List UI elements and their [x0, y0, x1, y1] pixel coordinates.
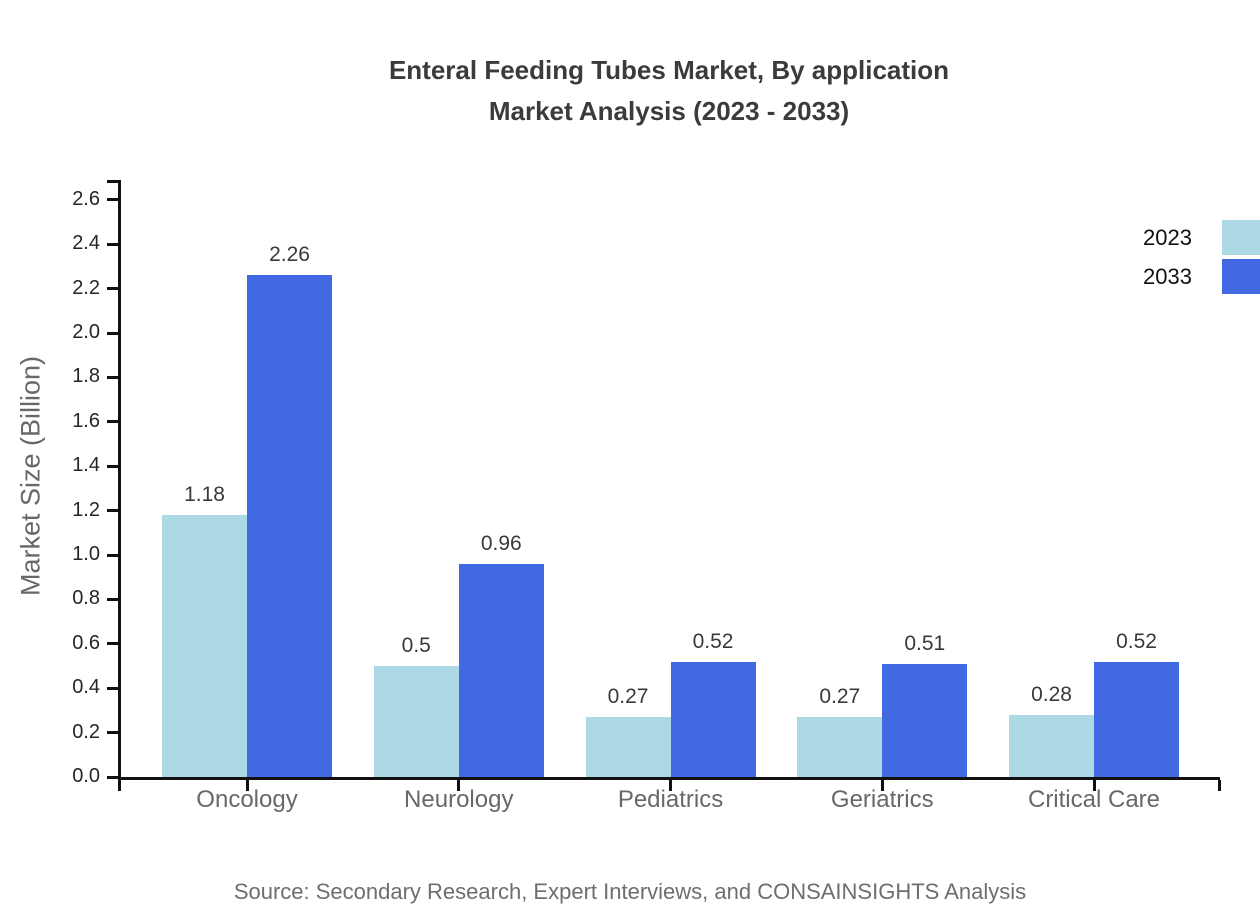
value-label-2023-neurology: 0.5 — [401, 634, 431, 657]
y-axis-tick — [107, 775, 118, 779]
x-category-label-geriatrics: Geriatrics — [830, 786, 934, 813]
y-axis-tick-label: 0.0 — [72, 765, 100, 787]
bar-2033-oncology — [247, 275, 332, 777]
y-axis-tick-label: 2.6 — [72, 187, 100, 210]
value-label-2033-oncology: 2.26 — [269, 243, 310, 267]
y-axis-tick-label: 2.2 — [72, 276, 100, 299]
y-axis-tick — [107, 686, 118, 690]
plot-area: 0.0 0.2 0.4 0.6 0.8 1.0 1.2 1.4 1.6 1.8 2.0 2.2 2.4 2… — [72, 180, 1221, 813]
legend-row-2033: 2033 — [1143, 259, 1260, 294]
chart-title-line2: Market Analysis (2023 - 2033) — [488, 96, 850, 126]
legend-swatch-2023 — [1222, 220, 1260, 255]
y-axis-tick-label: 0.2 — [72, 720, 100, 743]
y-axis-tick — [107, 420, 118, 424]
y-axis-tick-label: 2.4 — [72, 232, 100, 255]
y-axis-tick — [107, 375, 118, 379]
y-axis-tick — [107, 242, 118, 246]
value-label-2033-neurology: 0.96 — [480, 531, 522, 555]
chart-title-line1: Enteral Feeding Tubes Market, By applica… — [388, 55, 950, 85]
x-category-label-critical-care: Critical Care — [1027, 786, 1161, 813]
value-label-2033-pediatrics: 0.52 — [692, 629, 734, 653]
value-label-2023-critical-care: 0.28 — [1031, 682, 1072, 706]
bar-2033-neurology — [458, 563, 544, 777]
bar-2023-oncology — [162, 515, 247, 777]
legend-label-2023: 2023 — [1143, 224, 1192, 250]
legend-swatch-2033 — [1222, 259, 1260, 294]
bar-2023-neurology — [373, 666, 459, 777]
legend-label-2033: 2033 — [1143, 263, 1192, 289]
value-label-2033-critical-care: 0.52 — [1116, 629, 1157, 653]
x-axis-left-end-tick — [118, 780, 121, 791]
y-axis-tick-label: 1.0 — [72, 543, 100, 565]
x-axis-tick — [669, 780, 672, 791]
value-label-2023-geriatrics: 0.27 — [819, 685, 861, 709]
plot-inner: 0.0 0.2 0.4 0.6 0.8 1.0 1.2 1.4 1.6 1.8 2.0 2.2 2.4 2… — [72, 180, 1221, 813]
legend-row-2023: 2023 — [1143, 220, 1260, 255]
x-axis-tick — [1092, 780, 1096, 791]
y-axis-tick-label: 0.4 — [72, 676, 100, 699]
bar-2023-critical-care — [1009, 714, 1094, 777]
y-axis-tick-label: 0.6 — [72, 631, 100, 654]
x-category-label-oncology: Oncology — [196, 786, 298, 813]
y-axis-tick — [107, 509, 118, 513]
y-axis-tick — [107, 597, 118, 601]
y-axis-tick — [107, 553, 118, 557]
x-category-label-pediatrics: Pediatrics — [617, 786, 724, 813]
y-axis-tick — [107, 287, 118, 291]
bar-2023-pediatrics — [585, 717, 671, 777]
y-axis-end-tick — [107, 180, 118, 183]
bar-2023-geriatrics — [797, 717, 883, 777]
chart-title: Enteral Feeding Tubes Market, By applica… — [118, 50, 1220, 132]
bar-2033-geriatrics — [882, 663, 968, 777]
value-label-2033-geriatrics: 0.51 — [904, 631, 946, 655]
y-axis-tick — [107, 731, 118, 735]
value-label-2023-pediatrics: 0.27 — [607, 685, 649, 709]
source-text: Source: Secondary Research, Expert Inter… — [233, 879, 1027, 904]
x-axis-tick — [880, 780, 884, 791]
y-axis-tick-label: 1.6 — [72, 409, 100, 432]
x-axis-tick — [457, 780, 461, 791]
y-axis-tick-label: 2.0 — [72, 321, 100, 343]
y-axis-tick — [107, 642, 118, 646]
y-axis-tick-label: 0.8 — [72, 587, 100, 610]
legend: 2023 2033 — [1143, 220, 1260, 294]
x-axis-tick — [245, 780, 249, 791]
y-axis-tick — [107, 464, 118, 468]
y-axis-tick-label: 1.4 — [72, 454, 100, 477]
y-axis-tick-label: 1.8 — [72, 365, 100, 388]
y-axis-tick-label: 1.2 — [72, 498, 100, 521]
y-axis-tick — [107, 331, 118, 335]
value-label-2023-oncology: 1.18 — [184, 483, 225, 507]
bar-2033-critical-care — [1094, 661, 1179, 777]
x-axis-right-end-tick — [1218, 780, 1221, 791]
x-category-label-neurology: Neurology — [404, 786, 514, 813]
bar-2033-pediatrics — [670, 661, 756, 777]
y-axis-tick — [107, 198, 118, 202]
